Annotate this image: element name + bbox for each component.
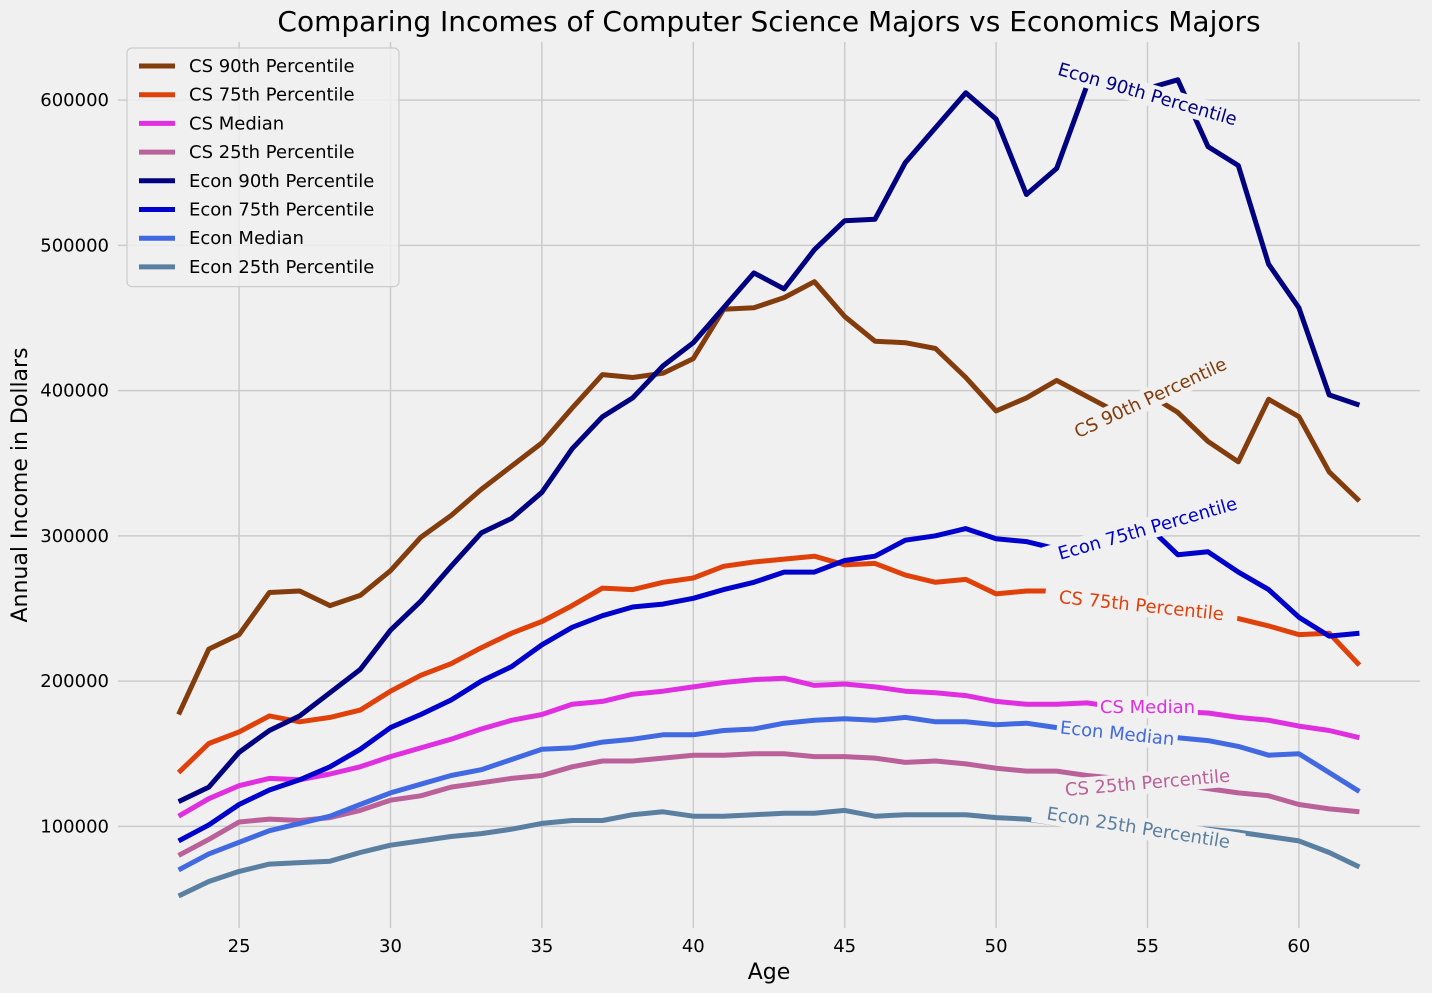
y-tick-label: 100000: [40, 816, 109, 837]
y-axis-label: Annual Income in Dollars: [8, 347, 33, 622]
x-tick-labels: 25 30 35 40 45 50 55 60: [228, 936, 1311, 957]
x-tick-label: 35: [530, 936, 553, 957]
x-tick-label: 50: [985, 936, 1008, 957]
y-tick-label: 200000: [40, 671, 109, 692]
legend-entry: CS 25th Percentile: [189, 142, 355, 163]
y-tick-label: 500000: [40, 235, 109, 256]
inline-label-bg: [1041, 488, 1254, 569]
x-tick-label: 30: [379, 936, 402, 957]
legend-entry: Econ 90th Percentile: [189, 171, 374, 192]
x-tick-label: 55: [1136, 936, 1159, 957]
legend-entry: Econ Median: [189, 228, 304, 249]
inline-label-bg: [1058, 347, 1243, 449]
legend: CS 90th Percentile CS 75th Percentile CS M…: [126, 47, 400, 288]
inline-label-bg: [1044, 584, 1239, 627]
inline-label-bg: [1041, 54, 1254, 135]
legend-entry: CS 90th Percentile: [189, 56, 355, 77]
x-axis-label: Age: [748, 960, 791, 985]
chart-title: Comparing Incomes of Computer Science Ma…: [277, 5, 1260, 38]
y-tick-label: 400000: [40, 381, 109, 402]
legend-box: [126, 47, 400, 288]
inline-label-bg: [1030, 800, 1246, 856]
x-tick-label: 40: [682, 936, 705, 957]
y-tick-label: 600000: [40, 90, 109, 111]
y-tick-label: 300000: [40, 526, 109, 547]
x-tick-label: 45: [833, 936, 856, 957]
series-line: [177, 77, 1361, 804]
legend-entry: CS Median: [189, 113, 284, 134]
legend-entry: Econ 75th Percentile: [189, 200, 374, 221]
y-tick-labels: 100000 200000 300000 400000 500000 600000: [40, 90, 109, 837]
x-tick-label: 60: [1287, 936, 1310, 957]
x-tick-label: 25: [228, 936, 251, 957]
inline-label-group: CS Median: [1097, 696, 1198, 719]
inline-label: CS Median: [1100, 697, 1195, 718]
inline-label-bg: [1097, 696, 1198, 719]
legend-entry: Econ 25th Percentile: [189, 257, 374, 278]
inline-label-bg: [1050, 763, 1245, 803]
series-line: [177, 523, 1360, 844]
inline-label-bg: [1055, 716, 1179, 751]
legend-entry: CS 75th Percentile: [189, 85, 355, 106]
